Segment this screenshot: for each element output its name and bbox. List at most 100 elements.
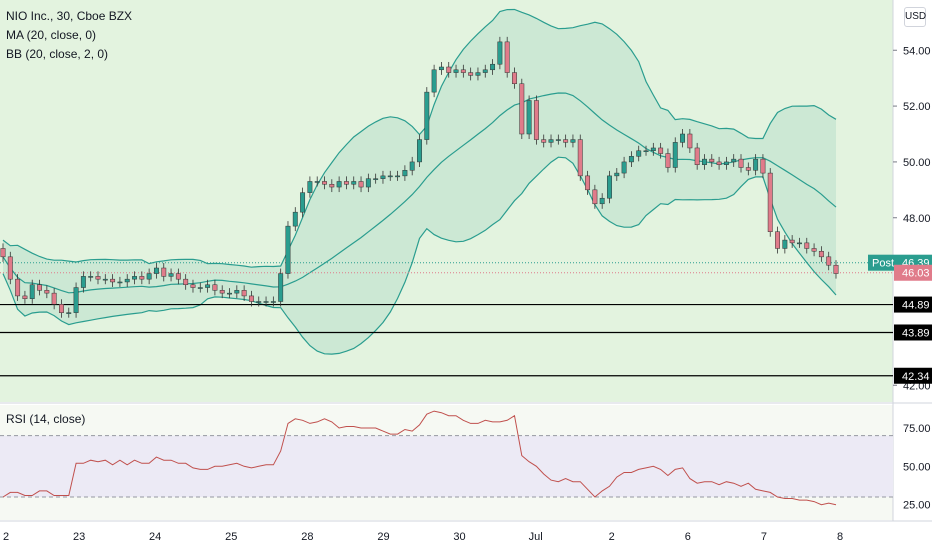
candle[interactable] [285,221,291,279]
candle[interactable] [44,285,50,299]
candle[interactable] [395,170,401,181]
candle[interactable] [716,156,722,170]
candle[interactable] [22,290,28,304]
candle[interactable] [263,296,269,307]
candle[interactable] [818,246,824,262]
symbol-title[interactable]: NIO Inc., 30, Cboe BZX [6,9,133,23]
candle[interactable] [563,134,569,148]
candle[interactable] [541,134,547,148]
candle[interactable] [687,128,693,153]
candle[interactable] [592,184,598,209]
candle[interactable] [438,61,444,75]
candle[interactable] [51,288,57,310]
candle[interactable] [614,168,620,181]
candle[interactable] [190,279,196,293]
candle[interactable] [402,165,408,181]
candle[interactable] [607,170,612,204]
candle[interactable] [110,274,116,287]
candle[interactable] [373,173,379,184]
candle[interactable] [300,187,306,218]
candle[interactable] [453,64,459,78]
candle[interactable] [570,134,576,148]
candle[interactable] [15,274,21,301]
candle[interactable] [482,64,488,78]
candle[interactable] [767,168,773,237]
candle[interactable] [672,137,678,173]
candle[interactable] [621,156,627,179]
candle[interactable] [658,142,664,159]
candle[interactable] [307,176,313,198]
candle[interactable] [723,156,729,170]
candle[interactable] [219,285,225,299]
candle[interactable] [0,243,6,262]
candle[interactable] [497,36,503,70]
candle[interactable] [234,285,240,299]
candle[interactable] [351,176,357,190]
candle[interactable] [227,288,232,299]
candle[interactable] [73,282,79,318]
candle[interactable] [212,279,218,296]
candle[interactable] [343,176,349,190]
candle[interactable] [585,170,591,195]
candle[interactable] [88,271,94,282]
candle[interactable] [241,285,247,301]
candle[interactable] [731,154,737,167]
candle[interactable] [380,170,386,184]
candle[interactable] [460,64,466,78]
candle[interactable] [694,142,700,170]
candle[interactable] [183,274,189,290]
candle[interactable] [205,279,211,293]
candle[interactable] [387,170,393,181]
candle[interactable] [117,276,123,287]
candle[interactable] [738,154,744,173]
candle[interactable] [702,154,707,170]
candle[interactable] [292,207,298,232]
candle[interactable] [650,142,656,156]
candle[interactable] [468,67,474,81]
ma-legend[interactable]: MA (20, close, 0) [6,28,97,42]
candle[interactable] [256,296,262,307]
candle[interactable] [775,226,780,254]
candle[interactable] [555,134,561,145]
candle[interactable] [490,59,496,75]
candle[interactable] [322,176,327,190]
candle[interactable] [336,176,342,193]
candle[interactable] [329,179,335,193]
candle[interactable] [665,148,671,173]
candle[interactable] [760,154,766,179]
candle[interactable] [475,67,481,81]
candle[interactable] [132,271,137,285]
candle[interactable] [59,299,64,318]
candle[interactable] [139,271,145,285]
candle[interactable] [424,87,430,145]
candle[interactable] [95,271,101,285]
candle[interactable] [37,279,42,296]
candle[interactable] [811,243,817,257]
candle[interactable] [526,95,532,140]
candle[interactable] [753,154,759,176]
candle[interactable] [512,67,517,89]
candle[interactable] [314,176,320,187]
candle[interactable] [102,274,108,285]
candle[interactable] [175,268,181,285]
candle[interactable] [7,251,13,285]
bollinger-lower-line[interactable] [2,156,837,355]
candle[interactable] [29,279,35,304]
bollinger-upper-line[interactable] [2,8,837,268]
candle[interactable] [533,95,539,145]
candle[interactable] [153,262,159,279]
candle[interactable] [124,274,130,287]
candle[interactable] [278,268,284,307]
candle[interactable] [168,268,174,282]
candle[interactable] [80,271,86,293]
level-price-tag-bg[interactable] [894,367,932,384]
candle[interactable] [548,134,554,148]
candle[interactable] [804,237,810,254]
candle[interactable] [680,128,686,148]
candle[interactable] [417,134,422,167]
level-price-tag-bg[interactable] [894,296,932,313]
currency-button[interactable]: USD [904,7,926,27]
candle[interactable] [782,235,788,254]
candle[interactable] [365,173,371,193]
